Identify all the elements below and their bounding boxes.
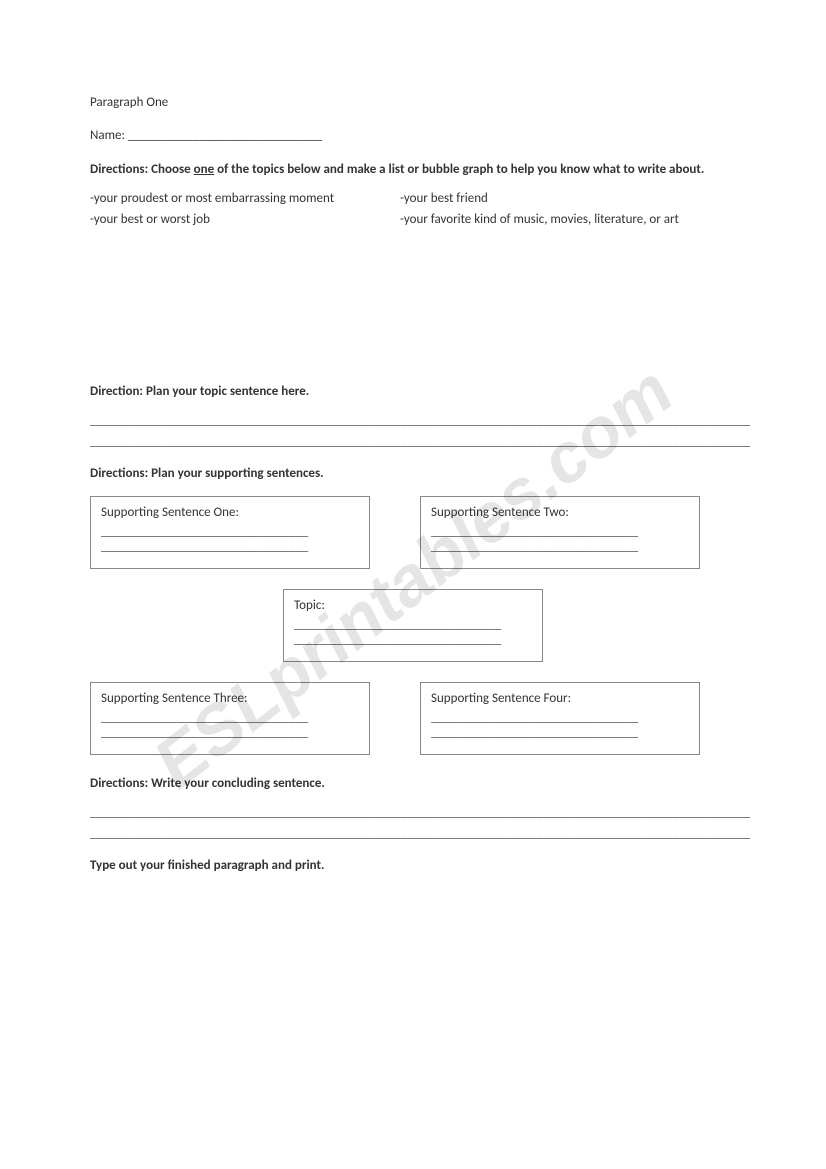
box-row-top: Supporting Sentence One: _______________… — [90, 496, 736, 569]
box-topic: Topic: ________________________________ … — [283, 589, 543, 662]
brainstorm-space — [90, 233, 736, 383]
topic-left-2: -your best or worst job — [90, 212, 400, 227]
box-s4-line2: ________________________________ — [431, 725, 689, 740]
box-row-middle: Topic: ________________________________ … — [90, 589, 736, 662]
name-label: Name: — [90, 128, 128, 143]
topic-sentence-line-2: ________________________________________… — [90, 434, 736, 449]
box-topic-line1: ________________________________ — [294, 617, 532, 632]
box-supporting-4: Supporting Sentence Four: ______________… — [420, 682, 700, 755]
box-s1-label: Supporting Sentence One: — [101, 505, 359, 520]
box-s2-label: Supporting Sentence Two: — [431, 505, 689, 520]
box-s1-line2: ________________________________ — [101, 539, 359, 554]
box-s3-label: Supporting Sentence Three: — [101, 691, 359, 706]
directions-1: Directions: Choose one of the topics bel… — [90, 161, 736, 179]
concluding-line-1: ________________________________________… — [90, 805, 736, 820]
worksheet-title: Paragraph One — [90, 95, 736, 110]
box-s2-line2: ________________________________ — [431, 539, 689, 554]
box-s3-line1: ________________________________ — [101, 710, 359, 725]
box-s4-label: Supporting Sentence Four: — [431, 691, 689, 706]
topic-right-2: -your favorite kind of music, movies, li… — [400, 212, 736, 227]
name-field: Name: ______________________________ — [90, 128, 736, 143]
box-supporting-3: Supporting Sentence Three: _____________… — [90, 682, 370, 755]
box-supporting-1: Supporting Sentence One: _______________… — [90, 496, 370, 569]
box-s1-line1: ________________________________ — [101, 524, 359, 539]
box-topic-line2: ________________________________ — [294, 632, 532, 647]
name-blank: ______________________________ — [128, 128, 322, 143]
box-s3-line2: ________________________________ — [101, 725, 359, 740]
box-s2-line1: ________________________________ — [431, 524, 689, 539]
directions-1-underlined: one — [194, 162, 215, 177]
directions-2: Direction: Plan your topic sentence here… — [90, 383, 736, 401]
topic-left-1: -your proudest or most embarrassing mome… — [90, 191, 400, 206]
box-s4-line1: ________________________________ — [431, 710, 689, 725]
topics-row-2: -your best or worst job -your favorite k… — [90, 212, 736, 227]
directions-3: Directions: Plan your supporting sentenc… — [90, 465, 736, 483]
box-supporting-2: Supporting Sentence Two: _______________… — [420, 496, 700, 569]
directions-5: Type out your finished paragraph and pri… — [90, 857, 736, 875]
directions-4: Directions: Write your concluding senten… — [90, 775, 736, 793]
directions-1-suffix: of the topics below and make a list or b… — [214, 162, 704, 177]
directions-1-prefix: Directions: Choose — [90, 162, 194, 177]
box-row-bottom: Supporting Sentence Three: _____________… — [90, 682, 736, 755]
box-topic-label: Topic: — [294, 598, 532, 613]
topic-right-1: -your best friend — [400, 191, 736, 206]
topic-sentence-line-1: ________________________________________… — [90, 413, 736, 428]
topics-row-1: -your proudest or most embarrassing mome… — [90, 191, 736, 206]
concluding-line-2: ________________________________________… — [90, 826, 736, 841]
